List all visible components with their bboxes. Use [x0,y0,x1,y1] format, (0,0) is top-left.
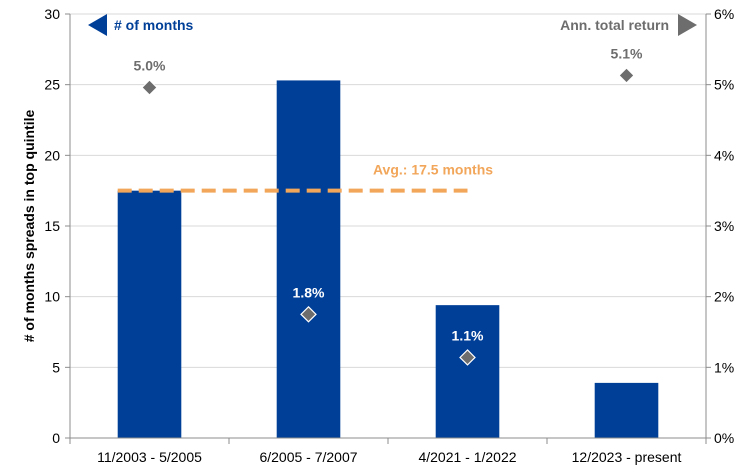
bar-series [117,80,659,438]
average-label: Avg.: 17.5 months [373,162,493,178]
legend-label-months: # of months [114,17,194,33]
x-tick-label: 6/2005 - 7/2007 [259,449,357,465]
average-line-group: Avg.: 17.5 months [117,162,493,193]
legend: # of months Ann. total return [88,14,697,36]
x-tick-label: 11/2003 - 5/2005 [97,449,202,465]
right-arrow-icon [678,14,697,36]
y-axis-label: # of months spreads in top quintile [21,110,37,343]
right-tick-label: 6% [714,6,734,22]
left-tick-label: 5 [52,359,60,375]
x-tick-label: 12/2023 - present [572,449,682,465]
bar [594,382,659,438]
legend-label-return: Ann. total return [560,17,669,33]
marker-data-label: 5.1% [611,45,643,61]
marker-data-label: 1.1% [452,327,484,343]
marker-data-label: 1.8% [293,284,325,300]
axes: 0 5 10 15 20 25 30 0% 1% 2% 3% 4% 5% 6% 11/2003 - 5/20… [21,6,734,465]
right-tick-label: 1% [714,359,734,375]
left-tick-label: 0 [52,430,60,446]
left-tick-label: 10 [44,289,60,305]
diamond-marker [459,349,476,366]
diamond-marker [618,67,635,84]
left-tick-label: 15 [44,218,60,234]
diamond-marker [300,305,317,323]
right-tick-label: 0% [714,430,734,446]
right-tick-label: 2% [714,289,734,305]
x-tick-label: 4/2021 - 1/2022 [418,449,516,465]
marker-data-label: 5.0% [134,57,166,73]
right-tick-label: 4% [714,147,734,163]
left-tick-label: 25 [44,77,60,93]
diamond-marker [141,79,158,96]
right-tick-label: 3% [714,218,734,234]
left-tick-label: 30 [44,6,60,22]
right-tick-label: 5% [714,77,734,93]
bar [117,190,182,438]
bar [276,80,341,438]
left-arrow-icon [88,14,107,36]
bar [435,305,500,438]
left-tick-label: 20 [44,147,60,163]
marker-series: 5.0% 1.8% 1.1% 5.1% [134,45,643,366]
